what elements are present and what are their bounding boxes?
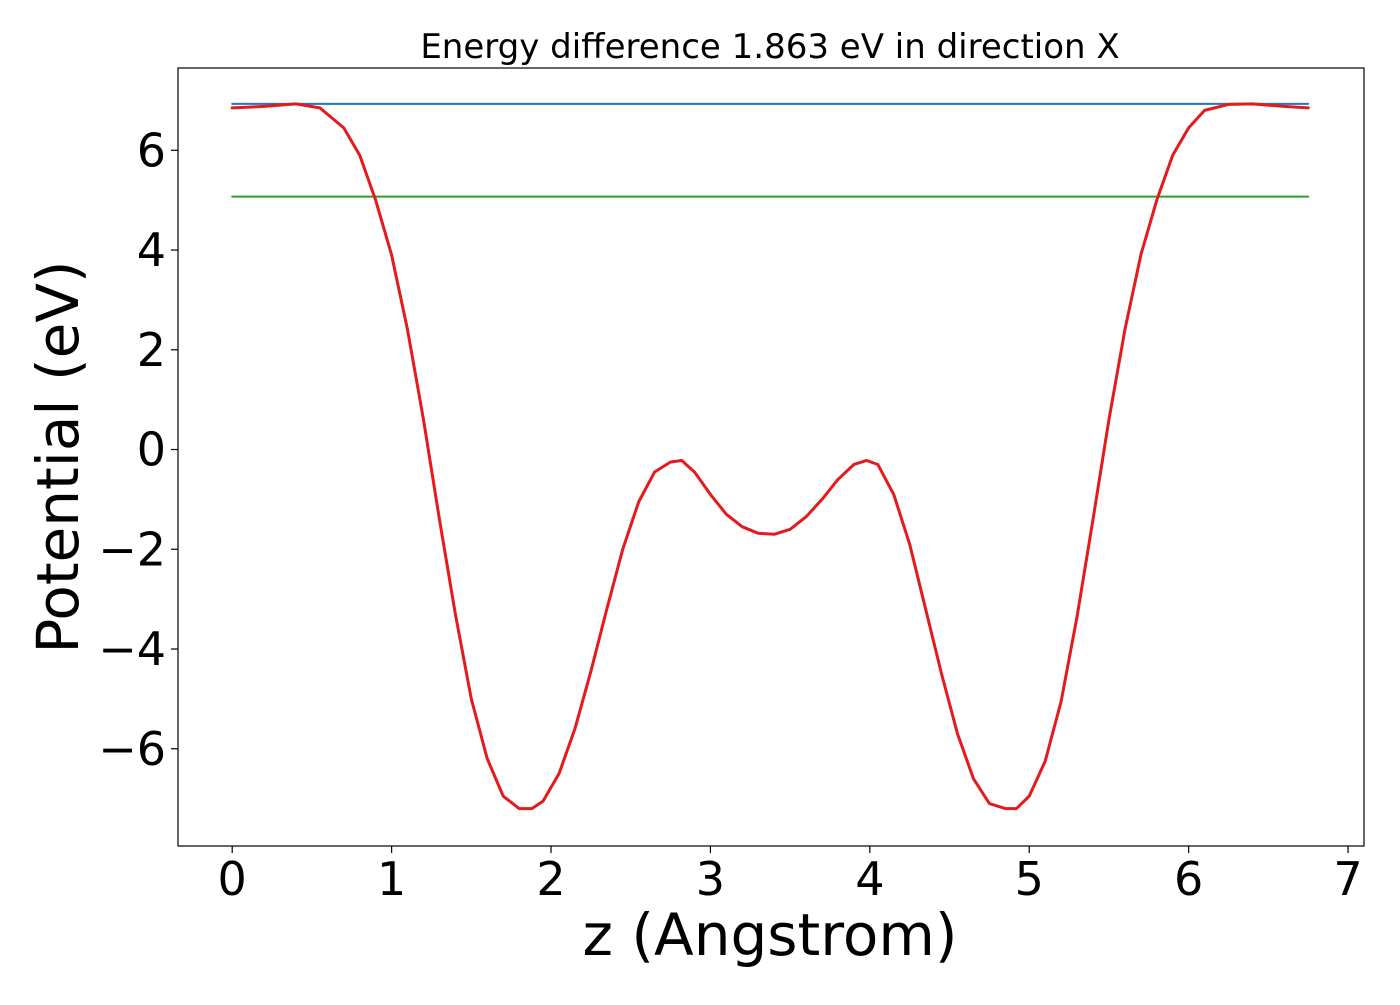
series-layer: [230, 102, 1310, 811]
x-tick-label: 1: [377, 852, 406, 906]
x-tick-label: 4: [855, 852, 884, 906]
x-tick-label: 0: [218, 852, 247, 906]
y-axis-label: Potential (eV): [24, 260, 92, 653]
y-tick-label: 0: [137, 423, 166, 477]
y-tick-label: −6: [98, 722, 166, 776]
y-tick-label: 6: [137, 123, 166, 177]
y-tick-label: 2: [137, 323, 166, 377]
x-axis-ticks: 0 1 2 3 4 5 6 7: [218, 846, 1363, 906]
x-tick-label: 7: [1333, 852, 1362, 906]
x-tick-label: 6: [1174, 852, 1203, 906]
y-axis-ticks: −6 −4 −2 0 2 4 6: [98, 123, 178, 776]
y-tick-label: −4: [98, 622, 166, 676]
x-axis-label: z (Angstrom): [583, 901, 958, 969]
series-line-0: [230, 102, 1310, 811]
chart-title: Energy difference 1.863 eV in direction …: [420, 27, 1119, 67]
x-tick-label: 3: [696, 852, 725, 906]
plot-frame: [177, 67, 1365, 847]
x-tick-label: 2: [536, 852, 565, 906]
x-tick-label: 5: [1015, 852, 1044, 906]
y-tick-label: 4: [137, 223, 166, 277]
y-tick-label: −2: [98, 522, 166, 576]
